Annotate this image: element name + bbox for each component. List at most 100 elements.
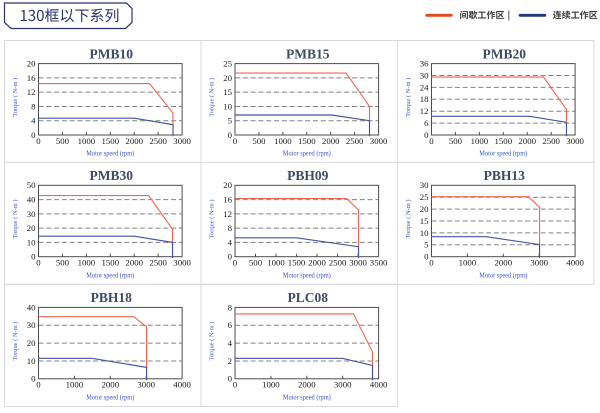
svg-text:0: 0 [424, 252, 429, 262]
svg-text:0: 0 [233, 380, 238, 390]
svg-text:1000: 1000 [267, 258, 285, 268]
svg-text:30: 30 [27, 320, 36, 330]
svg-text:Motor speed (rpm): Motor speed (rpm) [283, 271, 332, 279]
svg-text:30: 30 [420, 180, 429, 190]
svg-text:PMB10: PMB10 [90, 46, 134, 61]
svg-text:20: 20 [27, 338, 36, 348]
svg-text:18: 18 [420, 94, 429, 104]
svg-text:6: 6 [228, 320, 233, 330]
svg-text:2: 2 [228, 356, 232, 366]
svg-text:50: 50 [27, 180, 36, 190]
svg-text:Torque ( N-m ): Torque ( N-m ) [208, 322, 215, 361]
svg-text:1000: 1000 [274, 136, 292, 146]
svg-text:1500: 1500 [102, 258, 120, 268]
svg-text:Torque ( N-m ): Torque ( N-m ) [208, 78, 215, 117]
svg-text:Motor speed (rpm): Motor speed (rpm) [283, 394, 332, 402]
svg-text:500: 500 [56, 136, 70, 146]
svg-text:500: 500 [249, 258, 263, 268]
svg-text:20: 20 [223, 73, 232, 83]
svg-text:2500: 2500 [149, 258, 167, 268]
svg-text:4000: 4000 [370, 380, 388, 390]
svg-text:20: 20 [27, 59, 36, 69]
svg-text:2000: 2000 [125, 258, 143, 268]
svg-text:2000: 2000 [495, 258, 513, 268]
svg-text:1000: 1000 [78, 136, 96, 146]
svg-text:12: 12 [223, 209, 232, 219]
svg-text:3000: 3000 [334, 380, 352, 390]
svg-text:PBH13: PBH13 [484, 168, 526, 183]
svg-text:PMB30: PMB30 [90, 168, 134, 183]
svg-text:3500: 3500 [370, 258, 388, 268]
svg-text:3000: 3000 [137, 380, 155, 390]
svg-text:4: 4 [228, 237, 233, 247]
svg-text:4: 4 [228, 338, 233, 348]
svg-text:0: 0 [36, 136, 41, 146]
svg-text:8: 8 [228, 223, 233, 233]
svg-text:0: 0 [228, 374, 233, 384]
svg-text:3000: 3000 [173, 258, 191, 268]
svg-text:12: 12 [420, 106, 429, 116]
svg-text:1000: 1000 [262, 380, 280, 390]
svg-text:PLC08: PLC08 [288, 290, 329, 305]
svg-text:16: 16 [223, 194, 232, 204]
svg-text:2000: 2000 [298, 380, 316, 390]
svg-text:1500: 1500 [298, 136, 316, 146]
svg-text:Motor speed (rpm): Motor speed (rpm) [283, 150, 332, 158]
svg-text:Torque ( N-m ): Torque ( N-m ) [12, 200, 19, 239]
svg-text:15: 15 [420, 216, 429, 226]
svg-text:2000: 2000 [518, 136, 536, 146]
svg-text:30: 30 [420, 70, 429, 80]
svg-text:3000: 3000 [530, 258, 548, 268]
svg-text:Motor speed (rpm): Motor speed (rpm) [86, 394, 135, 402]
svg-text:5: 5 [424, 240, 429, 250]
svg-text:16: 16 [27, 73, 36, 83]
svg-text:500: 500 [252, 136, 266, 146]
svg-text:30: 30 [27, 209, 36, 219]
svg-text:Motor speed (rpm): Motor speed (rpm) [86, 150, 135, 158]
svg-text:0: 0 [233, 136, 238, 146]
svg-text:0: 0 [228, 252, 233, 262]
svg-text:Motor speed (rpm): Motor speed (rpm) [86, 271, 135, 279]
svg-text:1000: 1000 [78, 258, 96, 268]
svg-text:4: 4 [31, 116, 36, 126]
svg-text:1000: 1000 [471, 136, 489, 146]
svg-text:1000: 1000 [66, 380, 84, 390]
svg-text:1500: 1500 [495, 136, 513, 146]
svg-text:3000: 3000 [566, 136, 584, 146]
svg-text:500: 500 [449, 136, 463, 146]
svg-text:4000: 4000 [173, 380, 191, 390]
svg-text:0: 0 [424, 130, 429, 140]
svg-text:40: 40 [27, 194, 36, 204]
svg-text:5: 5 [228, 116, 233, 126]
svg-text:PMB20: PMB20 [483, 46, 527, 61]
svg-text:20: 20 [27, 223, 36, 233]
svg-text:10: 10 [420, 228, 429, 238]
svg-text:10: 10 [27, 237, 36, 247]
svg-text:0: 0 [429, 136, 434, 146]
svg-text:Torque ( N-m ): Torque ( N-m ) [405, 200, 412, 239]
svg-text:15: 15 [223, 87, 232, 97]
svg-text:Torque ( N-m ): Torque ( N-m ) [12, 78, 19, 117]
svg-text:PMB15: PMB15 [286, 46, 330, 61]
svg-text:2000: 2000 [308, 258, 326, 268]
svg-text:1000: 1000 [459, 258, 477, 268]
svg-text:25: 25 [223, 59, 232, 69]
svg-text:20: 20 [420, 204, 429, 214]
svg-text:6: 6 [424, 118, 429, 128]
svg-text:2500: 2500 [542, 136, 560, 146]
svg-text:3000: 3000 [349, 258, 367, 268]
svg-text:0: 0 [429, 258, 434, 268]
svg-text:4000: 4000 [566, 258, 584, 268]
svg-text:36: 36 [420, 59, 429, 69]
svg-text:2500: 2500 [346, 136, 364, 146]
svg-text:2000: 2000 [125, 136, 143, 146]
svg-text:8: 8 [228, 302, 233, 312]
svg-text:12: 12 [27, 87, 36, 97]
svg-text:0: 0 [233, 258, 238, 268]
svg-text:Torque ( N-m ): Torque ( N-m ) [405, 78, 412, 117]
svg-text:0: 0 [36, 380, 41, 390]
svg-text:2500: 2500 [329, 258, 347, 268]
svg-text:2000: 2000 [102, 380, 120, 390]
svg-text:0: 0 [31, 374, 36, 384]
svg-text:Torque ( N-m ): Torque ( N-m ) [12, 322, 19, 361]
